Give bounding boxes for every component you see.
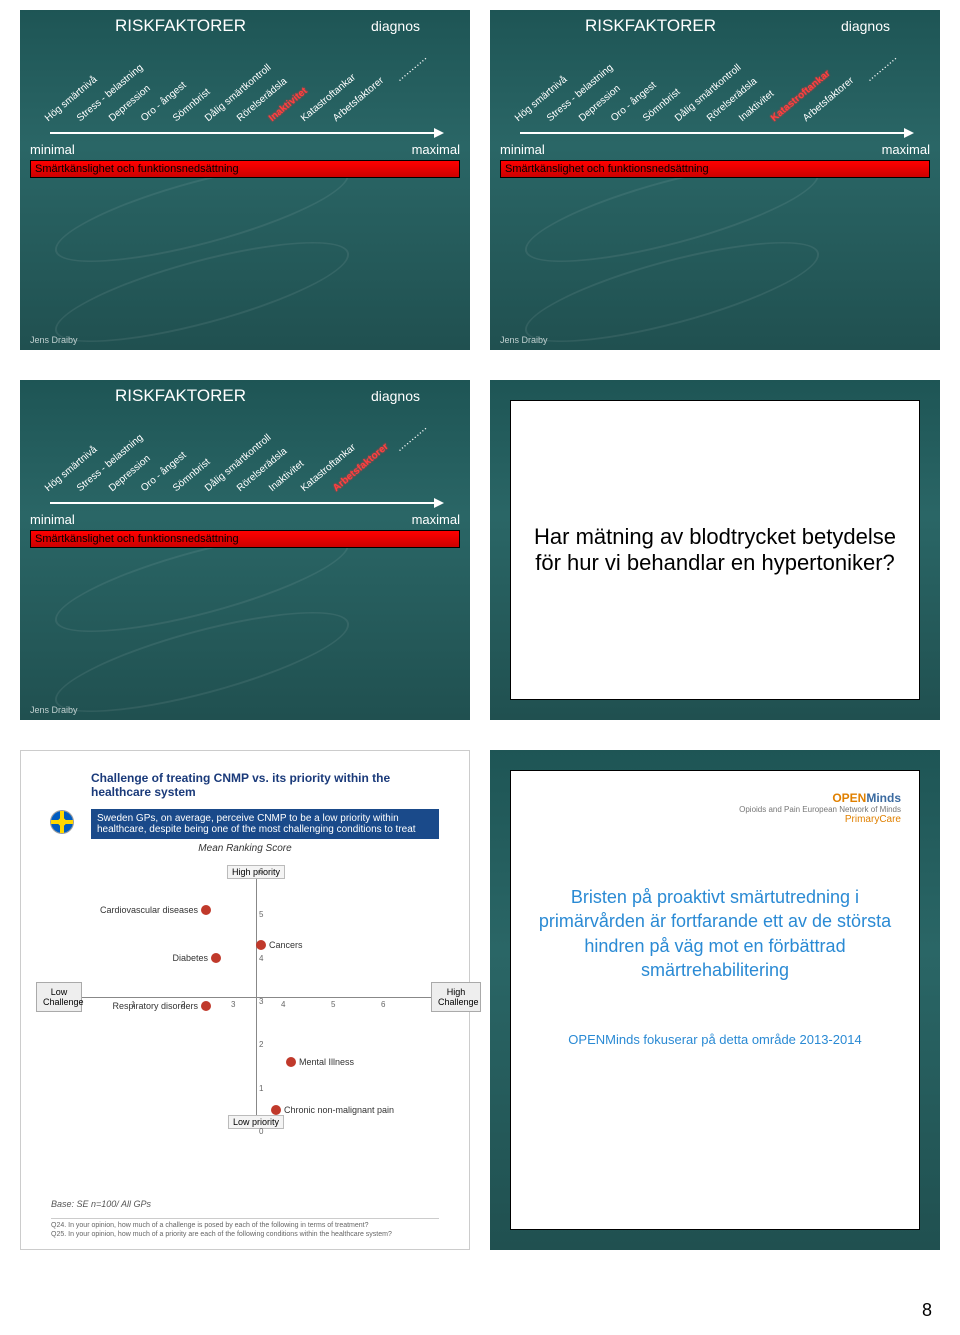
question-slide: Har mätning av blodtrycket betydelse för… bbox=[490, 380, 940, 720]
min-label: minimal bbox=[30, 142, 75, 157]
page-number: 8 bbox=[922, 1300, 932, 1321]
quad-left-label: Low Challenge bbox=[36, 982, 82, 1012]
risk-slide-1: RISKFAKTORER diagnos ........... Hög smä… bbox=[20, 10, 470, 350]
axis-top-label: High priority bbox=[227, 865, 285, 879]
slide-grid: RISKFAKTORER diagnos ........... Hög smä… bbox=[0, 0, 960, 1260]
axis-horizontal bbox=[81, 997, 431, 998]
min-label: minimal bbox=[30, 512, 75, 527]
mean-ranking-label: Mean Ranking Score bbox=[21, 843, 469, 854]
ytick: 6 bbox=[259, 867, 263, 876]
openminds-note: OPENMinds fokuserar på detta område 2013… bbox=[529, 1032, 901, 1047]
scatter-plot: High priority Low priority Low Challenge… bbox=[81, 867, 431, 1127]
max-label: maximal bbox=[882, 142, 930, 157]
axis-bottom-label: Low priority bbox=[228, 1115, 284, 1129]
data-point bbox=[286, 1057, 296, 1067]
slide-footer: Jens Draiby bbox=[30, 705, 78, 715]
data-point-label: Respiratory disorders bbox=[112, 1001, 198, 1011]
max-label: maximal bbox=[412, 512, 460, 527]
question-text: Har mätning av blodtrycket betydelse för… bbox=[531, 524, 899, 576]
sensitivity-bar: Smärtkänslighet och funktionsnedsättning bbox=[500, 160, 930, 178]
question-box: Har mätning av blodtrycket betydelse för… bbox=[510, 400, 920, 700]
factor-label: Hög smärtnivå bbox=[43, 443, 101, 494]
xtick: 6 bbox=[381, 1000, 385, 1009]
footnote-1: Q24. In your opinion, how much of a chal… bbox=[51, 1222, 439, 1230]
risk-slide-3: RISKFAKTORER diagnos ........... Hög smä… bbox=[20, 380, 470, 720]
chart-footnotes: Q24. In your opinion, how much of a chal… bbox=[51, 1218, 439, 1239]
logo-subtitle: Opioids and Pain European Network of Min… bbox=[529, 805, 901, 814]
ytick: 5 bbox=[259, 910, 263, 919]
footnote-2: Q25. In your opinion, how much of a prio… bbox=[51, 1231, 439, 1239]
logo-minds: Minds bbox=[866, 791, 901, 805]
data-point bbox=[211, 953, 221, 963]
dots: ........... bbox=[392, 50, 429, 84]
chart-base: Base: SE n=100/ All GPs bbox=[51, 1199, 151, 1209]
data-point bbox=[201, 905, 211, 915]
data-point bbox=[256, 940, 266, 950]
xtick: 4 bbox=[281, 1000, 285, 1009]
slide-footer: Jens Draiby bbox=[500, 335, 548, 345]
slide-footer: Jens Draiby bbox=[30, 335, 78, 345]
data-point-label: Diabetes bbox=[172, 953, 208, 963]
factors-row: ........... Hög smärtnivåStress - belast… bbox=[50, 402, 450, 512]
factor-label: Hög smärtnivå bbox=[43, 73, 101, 124]
ytick: 0 bbox=[259, 1127, 263, 1136]
openminds-box: OPENMinds Opioids and Pain European Netw… bbox=[510, 770, 920, 1230]
scale-row: minimal maximal Smärtkänslighet och funk… bbox=[500, 160, 930, 178]
risk-slide-2: RISKFAKTORER diagnos ........... Hög smä… bbox=[490, 10, 940, 350]
factors-row: ........... Hög smärtnivåStress - belast… bbox=[520, 32, 920, 142]
chart-subtitle: Sweden GPs, on average, perceive CNMP to… bbox=[91, 809, 439, 839]
arrow-icon bbox=[520, 132, 910, 134]
xtick: 3 bbox=[231, 1000, 235, 1009]
quad-right-label: High Challenge bbox=[431, 982, 481, 1012]
openminds-slide: OPENMinds Opioids and Pain European Netw… bbox=[490, 750, 940, 1250]
data-point-label: Cancers bbox=[269, 940, 303, 950]
xtick: 5 bbox=[331, 1000, 335, 1009]
arrow-icon bbox=[50, 502, 440, 504]
sweden-flag-icon bbox=[51, 811, 73, 833]
openminds-logo: OPENMinds bbox=[529, 791, 901, 805]
factors-row: ........... Hög smärtnivåStress - belast… bbox=[50, 32, 450, 142]
logo-primarycare: PrimaryCare bbox=[529, 814, 901, 825]
dots: ........... bbox=[862, 50, 899, 84]
data-point-label: Cardiovascular diseases bbox=[100, 905, 198, 915]
data-point bbox=[271, 1105, 281, 1115]
data-point bbox=[201, 1001, 211, 1011]
arrow-icon bbox=[50, 132, 440, 134]
max-label: maximal bbox=[412, 142, 460, 157]
chart-slide: Challenge of treating CNMP vs. its prior… bbox=[20, 750, 470, 1250]
dots: ........... bbox=[392, 420, 429, 454]
data-point-label: Mental Illness bbox=[299, 1057, 354, 1067]
scale-row: minimal maximal Smärtkänslighet och funk… bbox=[30, 160, 460, 178]
sensitivity-bar: Smärtkänslighet och funktionsnedsättning bbox=[30, 530, 460, 548]
min-label: minimal bbox=[500, 142, 545, 157]
ytick: 2 bbox=[259, 1040, 263, 1049]
scale-row: minimal maximal Smärtkänslighet och funk… bbox=[30, 530, 460, 548]
logo-open: OPEN bbox=[832, 791, 866, 805]
data-point-label: Chronic non-malignant pain bbox=[284, 1105, 394, 1115]
sensitivity-bar: Smärtkänslighet och funktionsnedsättning bbox=[30, 160, 460, 178]
factor-label: Hög smärtnivå bbox=[513, 73, 571, 124]
ytick: 3 bbox=[259, 997, 263, 1006]
ytick: 1 bbox=[259, 1084, 263, 1093]
chart-title: Challenge of treating CNMP vs. its prior… bbox=[91, 771, 439, 799]
ytick: 4 bbox=[259, 954, 263, 963]
openminds-finding: Bristen på proaktivt smärtutredning i pr… bbox=[529, 885, 901, 982]
